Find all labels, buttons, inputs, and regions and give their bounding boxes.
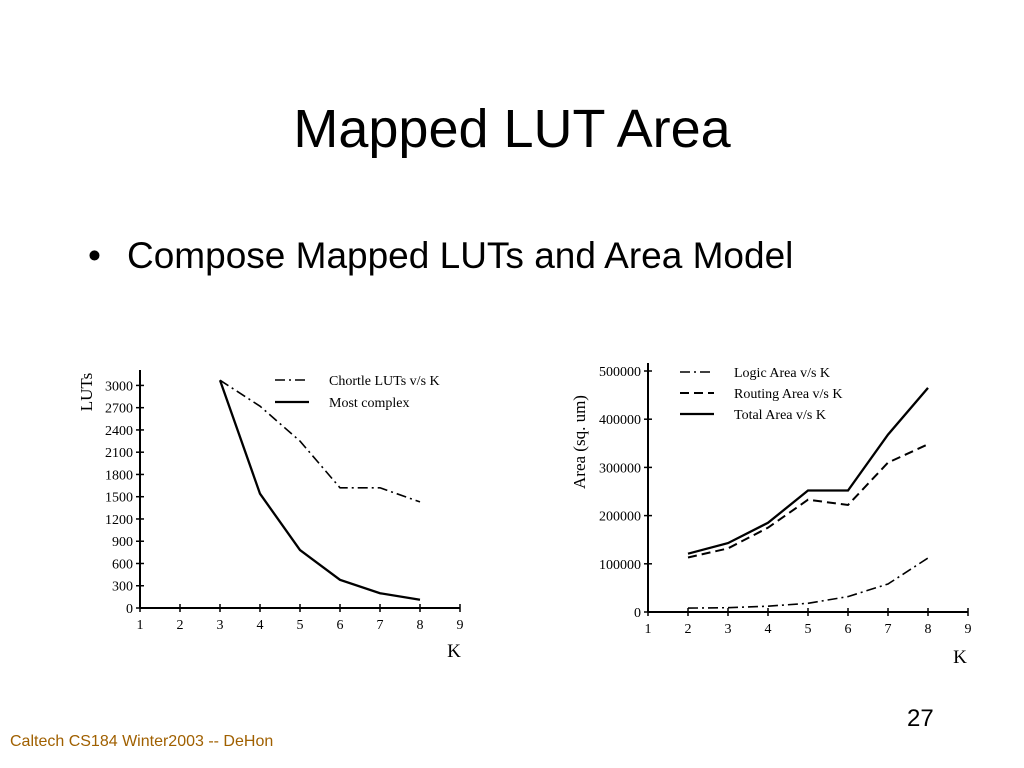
x-tick-label: 1 xyxy=(645,622,652,637)
y-tick-label: 200000 xyxy=(599,510,641,525)
series-line xyxy=(219,379,421,503)
y-tick-label: 1500 xyxy=(105,491,133,506)
x-tick-label: 4 xyxy=(765,622,772,637)
legend-label: Most complex xyxy=(329,396,410,411)
series-line xyxy=(687,443,929,559)
y-tick-label: 300000 xyxy=(599,461,641,476)
x-tick-label: 8 xyxy=(417,618,424,633)
luts-chart: 0 300 600 900 1200 1500 1800 2100 2400 2700 3000 1 2… xyxy=(77,370,464,662)
y-tick-label: 1800 xyxy=(105,468,133,483)
y-axis-label: Area (sq. um) xyxy=(570,395,589,489)
page-number: 27 xyxy=(907,705,934,732)
x-tick-label: 6 xyxy=(845,622,852,637)
x-tick-label: 6 xyxy=(337,618,344,633)
x-tick-label: 3 xyxy=(217,618,224,633)
series-line xyxy=(218,379,421,601)
y-axis-label: LUTs xyxy=(77,373,96,411)
x-tick-label: 2 xyxy=(177,618,184,633)
y-tick-label: 0 xyxy=(634,606,641,621)
x-tick-label: 2 xyxy=(685,622,692,637)
bullet-marker: • xyxy=(88,235,101,276)
legend-label: Routing Area v/s K xyxy=(734,387,843,402)
x-tick-label: 7 xyxy=(377,618,384,633)
y-tick-label: 500000 xyxy=(599,365,641,380)
y-tick-label: 300 xyxy=(112,580,133,595)
y-tick-label: 2100 xyxy=(105,446,133,461)
y-tick-label: 0 xyxy=(126,602,133,617)
x-tick-label: 4 xyxy=(257,618,264,633)
x-tick-label: 7 xyxy=(885,622,892,637)
x-tick-label: 9 xyxy=(457,618,464,633)
y-tick-label: 2400 xyxy=(105,424,133,439)
x-axis-label: K xyxy=(447,641,461,662)
y-tick-label: 3000 xyxy=(105,379,133,394)
x-tick-label: 8 xyxy=(925,622,932,637)
series-line xyxy=(687,387,929,555)
series-line xyxy=(687,557,929,609)
area-chart: 0 100000 200000 300000 400000 500000 1 2 3 4 5 6 7 8 9… xyxy=(570,363,972,668)
legend-label: Chortle LUTs v/s K xyxy=(329,374,440,389)
x-tick-label: 3 xyxy=(725,622,732,637)
x-tick-label: 5 xyxy=(297,618,304,633)
legend-label: Logic Area v/s K xyxy=(734,366,830,381)
x-tick-label: 1 xyxy=(137,618,144,633)
x-tick-label: 9 xyxy=(965,622,972,637)
y-tick-label: 2700 xyxy=(105,402,133,417)
bullet-text: Compose Mapped LUTs and Area Model xyxy=(127,235,794,276)
y-tick-label: 100000 xyxy=(599,558,641,573)
x-tick-label: 5 xyxy=(805,622,812,637)
y-tick-label: 400000 xyxy=(599,413,641,428)
legend-label: Total Area v/s K xyxy=(734,408,826,423)
y-tick-label: 1200 xyxy=(105,513,133,528)
y-tick-label: 900 xyxy=(112,535,133,550)
y-tick-label: 600 xyxy=(112,557,133,572)
footer-text: Caltech CS184 Winter2003 -- DeHon xyxy=(10,733,274,750)
x-axis-label: K xyxy=(953,647,967,668)
slide-title: Mapped LUT Area xyxy=(293,99,731,159)
